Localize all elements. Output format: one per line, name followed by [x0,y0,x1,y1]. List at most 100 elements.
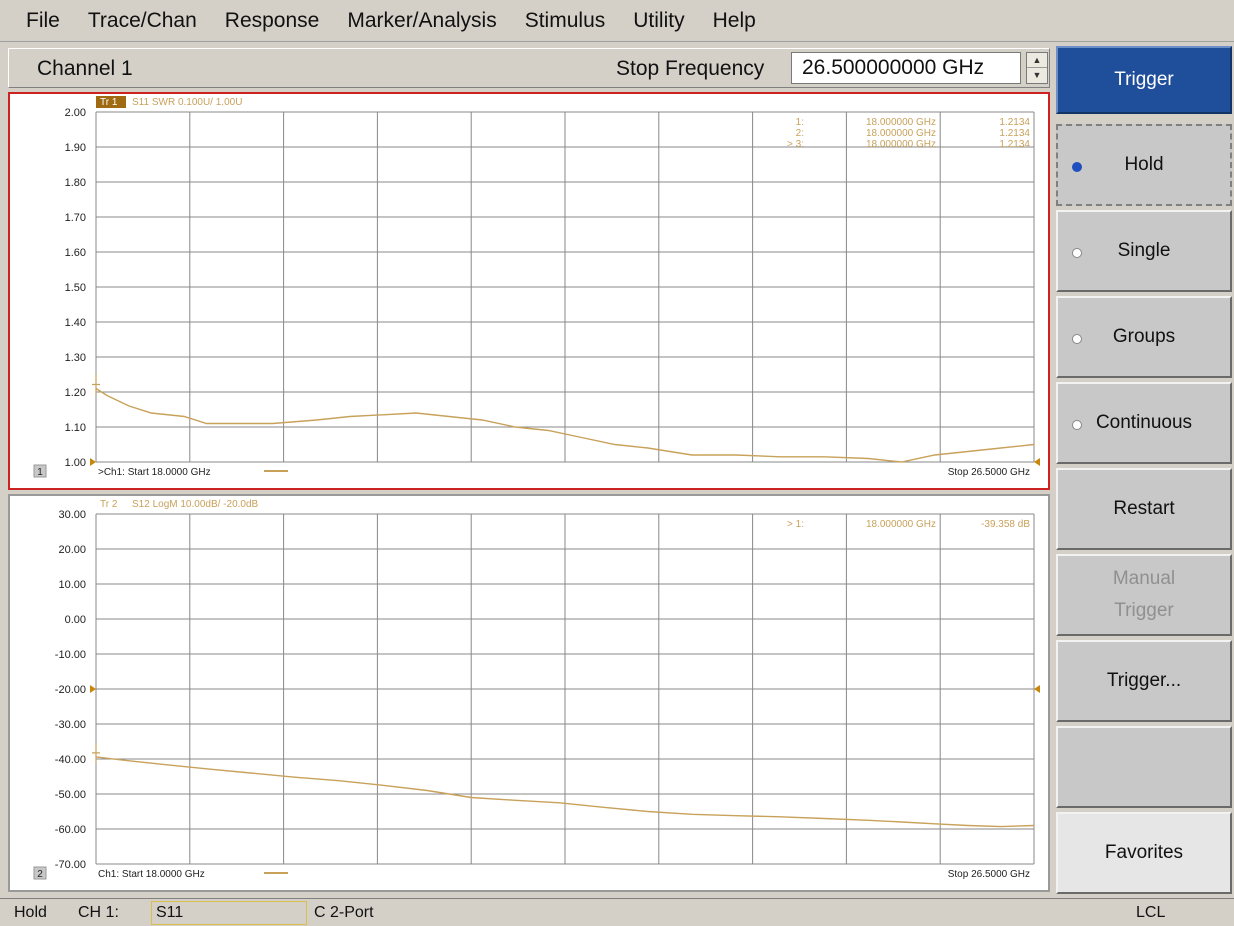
status-bar: Hold CH 1: S11 C 2-Port LCL [0,898,1234,926]
marker-value: -39.358 dB [981,519,1030,530]
status-channel: CH 1: [78,904,119,921]
reference-level-right-icon [1034,458,1040,466]
softkey-label: Hold [1124,154,1164,175]
menu-response[interactable]: Response [224,8,320,32]
menu-file[interactable]: File [26,8,60,32]
status-measurement[interactable]: S11 [151,901,307,925]
marker-frequency: 18.000000 GHz [866,117,936,128]
softkey-label: Favorites [1104,842,1184,863]
marker-frequency: 18.000000 GHz [866,128,936,139]
y-tick-label: -40.00 [55,754,86,766]
trace-info: S12 LogM 10.00dB/ -20.0dB [132,499,259,510]
y-tick-label: -10.00 [55,649,86,661]
softkey-groups[interactable]: Groups [1056,296,1232,378]
window-number: 2 [37,869,43,880]
radio-selected-icon [1072,162,1082,172]
marker-label: 1: [796,117,804,128]
window-border [8,494,1050,892]
y-tick-label: 10.00 [58,579,86,591]
marker-symbol-icon [92,374,100,395]
trace-label-highlight [96,96,126,108]
marker-frequency: 18.000000 GHz [866,519,936,530]
start-frequency-label: Ch1: Start 18.0000 GHz [98,869,205,880]
stop-frequency-label: Stop 26.5000 GHz [948,869,1030,880]
spin-down-icon[interactable]: ▼ [1032,70,1042,80]
y-tick-label: 1.30 [65,352,86,364]
status-remote: LCL [1136,904,1166,921]
menu-bar: File Trace/Chan Response Marker/Analysis Sti… [0,0,1234,42]
stop-frequency-label: Stop Frequency [616,57,765,80]
y-tick-label: 1.80 [65,177,86,189]
status-trigger-mode: Hold [14,904,47,921]
trace-plot-1: 2.00 1.90 1.80 1.70 1.60 1.50 1.40 1.30 1.20 1.10… [8,92,1050,490]
y-tick-label: 1.20 [65,387,86,399]
stop-frequency-input[interactable] [791,52,1021,84]
window-number-box [33,866,47,880]
window-border [8,92,1050,490]
radio-unselected-icon [1072,248,1082,258]
radio-unselected-icon [1072,334,1082,344]
marker-symbol-icon [92,742,100,763]
softkey-blank[interactable] [1056,726,1232,808]
y-tick-label: 20.00 [58,544,86,556]
status-calibration: C 2-Port [314,904,374,921]
marker-value: 1.2134 [999,139,1030,150]
y-tick-label: 30.00 [58,509,86,521]
softkey-label-line: Trigger [1114,600,1174,621]
trace-line [95,756,1035,828]
menu-utility[interactable]: Utility [633,8,685,32]
y-tick-label: 1.60 [65,247,86,259]
y-tick-label: 1.40 [65,317,86,329]
marker-frequency: 18.000000 GHz [866,139,936,150]
softkey-label: Continuous [1095,412,1193,433]
menu-trace-chan[interactable]: Trace/Chan [87,8,197,32]
y-tick-label: 1.90 [65,142,86,154]
reference-level-left-icon [90,685,96,693]
softkey-label: Groups [1112,326,1176,347]
stop-frequency-label: Stop 26.5000 GHz [948,467,1030,478]
y-tick-label: -60.00 [55,824,86,836]
trace-window-1[interactable]: 2.00 1.90 1.80 1.70 1.60 1.50 1.40 1.30 1.20 1.10… [8,92,1050,490]
softkey-restart[interactable]: Restart [1056,468,1232,550]
radio-unselected-icon [1072,420,1082,430]
menu-marker-analysis[interactable]: Marker/Analysis [347,8,497,32]
softkey-favorites[interactable]: Favorites [1056,812,1232,894]
y-tick-label: 2.00 [65,107,86,119]
softkey-trigger[interactable]: Trigger... [1056,640,1232,722]
menu-stimulus[interactable]: Stimulus [524,8,606,32]
y-tick-label: -70.00 [55,859,86,871]
softkey-label: Trigger... [1106,670,1182,691]
y-tick-label: -50.00 [55,789,86,801]
trace-info: S11 SWR 0.100U/ 1.00U [132,97,242,108]
trace-plot-2: 30.00 20.00 10.00 0.00 -10.00 -20.00 -30.00 -40… [8,494,1050,892]
trace-line [95,387,1035,463]
channel-title: Channel 1 [37,57,133,80]
channel-toolbar: Channel 1 Stop Frequency ▲ ▼ [8,48,1050,88]
softkey-hold[interactable]: Hold [1056,124,1232,206]
reference-level-right-icon [1034,685,1040,693]
marker-value: 1.2134 [999,128,1030,139]
y-tick-label: 1.70 [65,212,86,224]
marker-label: > 3: [787,139,804,150]
start-frequency-label: >Ch1: Start 18.0000 GHz [98,467,211,478]
y-tick-label: 1.00 [65,457,86,469]
marker-label: 2: [796,128,804,139]
softkey-manual-trigger: Manual Trigger [1056,554,1232,636]
softkey-label-line: Manual [1112,568,1176,589]
menu-help[interactable]: Help [712,8,756,32]
marker-value: 1.2134 [999,117,1030,128]
softkey-single[interactable]: Single [1056,210,1232,292]
trace-label: Tr 1 [100,97,118,108]
y-tick-label: -30.00 [55,719,86,731]
stop-frequency-spinner[interactable]: ▲ ▼ [1026,52,1048,84]
trace-label: Tr 2 [100,499,118,510]
y-tick-label: 1.10 [65,422,86,434]
window-number: 1 [37,467,43,478]
spin-up-icon[interactable]: ▲ [1027,53,1047,68]
marker-label: > 1: [787,519,804,530]
softkey-header-trigger: Trigger [1056,46,1232,114]
softkey-continuous[interactable]: Continuous [1056,382,1232,464]
trace-window-2[interactable]: 30.00 20.00 10.00 0.00 -10.00 -20.00 -30.00 -40… [8,494,1050,892]
y-tick-label: 0.00 [65,614,86,626]
reference-level-left-icon [90,458,96,466]
